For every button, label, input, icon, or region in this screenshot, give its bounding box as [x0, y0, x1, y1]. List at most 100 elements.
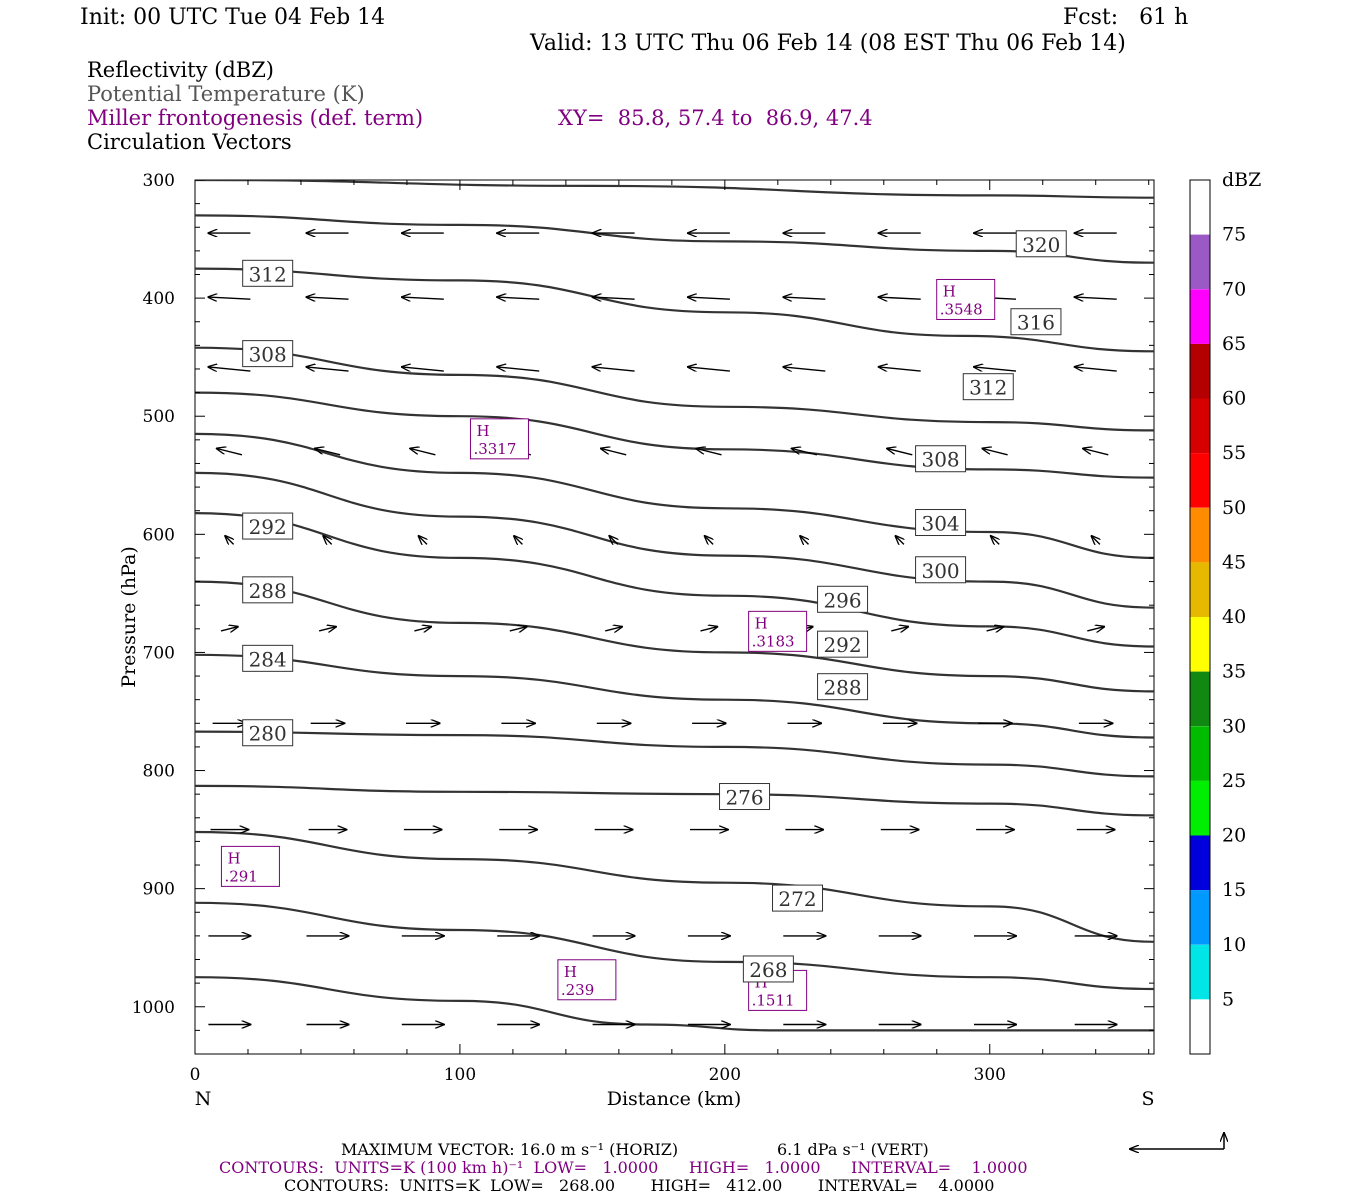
colorbar-segment	[1190, 180, 1210, 235]
circulation-vector	[315, 449, 341, 456]
circulation-vector	[705, 536, 713, 544]
colorbar-segment	[1190, 726, 1210, 781]
frontogenesis-max-value: .239	[561, 981, 594, 999]
x-axis-north-label: N	[195, 1088, 212, 1110]
colorbar-segment	[1190, 944, 1210, 1000]
isentrope-label: 292	[823, 633, 861, 657]
vector-layer	[208, 233, 1116, 1024]
cross-section-endpoints: XY= 85.8, 57.4 to 86.9, 47.4	[558, 106, 873, 130]
isentrope-label-box	[719, 783, 771, 811]
y-tick-label: 1000	[132, 998, 175, 1018]
forecast-hour: Fcst: 61 h	[1063, 5, 1189, 30]
reference-vector-icon	[1130, 1133, 1224, 1149]
colorbar-label: 35	[1222, 661, 1246, 683]
circulation-vector	[514, 536, 522, 544]
circulation-vector	[1075, 297, 1117, 299]
isentrope-label: 300	[921, 559, 959, 583]
circulation-vector	[792, 449, 818, 456]
circulation-vector	[220, 627, 238, 631]
frontogenesis-max-marker: H	[755, 614, 768, 632]
isentrope-label-box	[915, 509, 967, 537]
isentrope-label-box	[242, 719, 294, 747]
x-tick-label: 200	[709, 1065, 741, 1085]
colorbar-label: 60	[1222, 388, 1246, 410]
frontogenesis-max-marker: H	[227, 849, 240, 867]
isentrope-label-box	[817, 630, 869, 658]
colorbar-segment	[1190, 234, 1210, 290]
isentrope-label-box	[242, 576, 294, 604]
isentrope-label-box	[772, 884, 824, 912]
colorbar-label: 30	[1222, 715, 1246, 737]
circulation-vector	[1087, 627, 1104, 631]
circulation-vector	[879, 367, 921, 372]
isentrope-280	[195, 730, 1154, 778]
circulation-vector	[402, 297, 444, 299]
y-tick-label: 300	[143, 171, 175, 191]
circulation-vector	[402, 367, 444, 372]
isentrope-label: 296	[823, 588, 861, 612]
colorbar-label: 15	[1222, 879, 1246, 901]
x-tick-label: 300	[974, 1065, 1006, 1085]
max-vector-vertical: 6.1 dPa s⁻¹ (VERT)	[777, 1140, 929, 1159]
circulation-vector	[217, 449, 243, 456]
field-potential-temperature: Potential Temperature (K)	[87, 82, 365, 106]
isentrope-300	[195, 432, 1154, 559]
circulation-vector	[700, 627, 718, 631]
circulation-vector	[783, 297, 826, 299]
circulation-vector	[414, 627, 431, 631]
isentrope-label-box	[817, 585, 869, 613]
circulation-vector	[323, 536, 331, 544]
field-frontogenesis: Miller frontogenesis (def. term)	[87, 106, 424, 130]
colorbar-segment	[1190, 617, 1210, 672]
isentrope-label: 308	[249, 343, 287, 367]
y-tick-label: 500	[143, 407, 175, 427]
isentrope-label: 308	[921, 448, 959, 472]
circulation-vector	[509, 627, 527, 631]
isentrope-label: 320	[1022, 233, 1060, 257]
field-reflectivity: Reflectivity (dBZ)	[87, 58, 275, 82]
circulation-vector	[1092, 536, 1100, 544]
isentrope-label-box	[242, 644, 294, 672]
max-vector-horizontal: 16.0 m s⁻¹ (HORIZ)	[520, 1140, 679, 1159]
circulation-vector	[307, 297, 349, 299]
circulation-vector	[419, 536, 427, 544]
isentrope-label-box	[242, 259, 294, 287]
colorbar-segment	[1190, 999, 1210, 1054]
frontogenesis-max-value: .291	[224, 867, 257, 885]
colorbar: dBZ 75 70 65 60 55 50 45 40 35 30 25 20 15 10 5	[1189, 169, 1261, 1055]
x-tick-label: 100	[444, 1065, 476, 1085]
colorbar-segment	[1190, 562, 1210, 617]
frontogenesis-max-box	[748, 610, 808, 652]
circulation-vector	[688, 297, 730, 299]
frontogenesis-max-value: .3548	[940, 300, 983, 318]
colorbar-label: 25	[1222, 770, 1246, 792]
circulation-vector	[208, 367, 251, 372]
isentrope-label: 268	[749, 958, 787, 982]
circulation-vector	[974, 367, 1017, 372]
isentrope-label-box	[242, 512, 294, 540]
circulation-vector	[986, 627, 1004, 631]
frontogenesis-max-value: .3317	[473, 440, 516, 458]
isentrope-label: 292	[249, 515, 287, 539]
isentrope-label: 304	[921, 512, 959, 536]
frontogenesis-max-box	[936, 278, 996, 320]
colorbar-label: 75	[1222, 224, 1246, 246]
isentrope-label: 272	[778, 887, 816, 911]
frontogenesis-max-value: .3183	[752, 632, 795, 650]
x-axis-south-label: S	[1141, 1088, 1154, 1110]
circulation-vector	[225, 536, 233, 544]
frontogenesis-contour-info: CONTOURS: UNITS=K (100 km h)⁻¹ LOW= 1.00…	[219, 1158, 1028, 1177]
isentrope-label: 288	[823, 676, 861, 700]
circulation-vector	[887, 449, 913, 456]
circulation-vector	[1075, 367, 1117, 372]
frontogenesis-max-box	[557, 959, 617, 1001]
colorbar-label: 70	[1222, 278, 1246, 300]
y-tick-label: 700	[143, 643, 175, 663]
circulation-vector	[410, 449, 436, 456]
max-vector-label: MAXIMUM VECTOR:	[341, 1140, 515, 1159]
circulation-vector	[800, 536, 808, 544]
x-axis-title: Distance (km)	[607, 1088, 742, 1110]
isentrope-292	[195, 512, 1154, 648]
isentrope-label-box	[915, 445, 967, 473]
